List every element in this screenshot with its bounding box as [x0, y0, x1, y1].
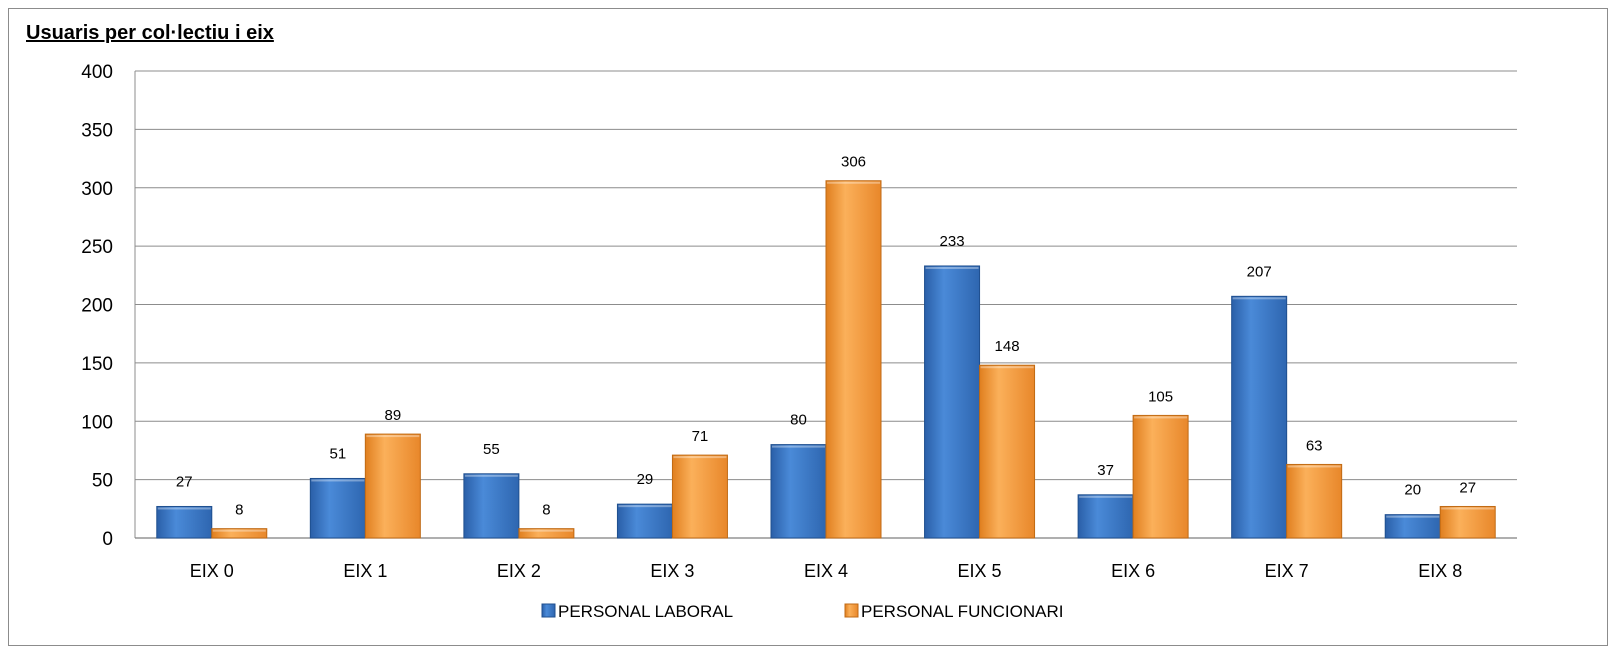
bar-funcionari — [825, 180, 882, 539]
bar-laboral — [463, 473, 520, 539]
bar-highlight — [827, 181, 880, 184]
legend-label: PERSONAL FUNCIONARI — [861, 602, 1063, 621]
bar-laboral — [156, 505, 213, 539]
data-label: 20 — [1404, 482, 1421, 499]
data-label: 51 — [329, 445, 346, 462]
bar-laboral — [309, 477, 366, 539]
data-label: 55 — [483, 441, 500, 458]
bar-highlight — [519, 529, 573, 532]
y-tick-label: 100 — [81, 412, 113, 433]
bar-laboral — [924, 265, 981, 539]
bar-highlight — [1079, 495, 1133, 498]
bar-funcionari — [979, 364, 1036, 539]
bar-funcionari — [364, 433, 421, 539]
x-tick-label: EIX 2 — [497, 561, 541, 581]
bars — [156, 180, 1496, 539]
data-label: 233 — [940, 233, 965, 250]
bar-highlight — [925, 266, 979, 269]
data-label: 63 — [1306, 437, 1323, 454]
bar-highlight — [366, 435, 420, 438]
data-label: 306 — [841, 154, 866, 171]
bar-highlight — [618, 505, 672, 508]
bar-funcionari — [1439, 505, 1496, 539]
bar-funcionari — [211, 528, 268, 539]
chart-title: Usuaris per col·lectiu i eix — [26, 22, 274, 44]
bar-highlight — [1386, 515, 1440, 518]
bar-highlight — [311, 479, 365, 482]
x-tick-label: EIX 3 — [650, 561, 694, 581]
bar-highlight — [673, 456, 727, 459]
y-tick-label: 400 — [81, 62, 113, 83]
x-tick-label: EIX 6 — [1111, 561, 1155, 581]
bar-funcionari — [1132, 414, 1189, 539]
y-tick-label: 50 — [92, 471, 113, 492]
x-tick-label: EIX 1 — [343, 561, 387, 581]
y-axis-ticks: 0 50 100 150 200 250 300 350 400 — [81, 62, 113, 550]
bar-highlight — [980, 366, 1034, 369]
y-tick-label: 200 — [81, 296, 113, 317]
legend-label: PERSONAL LABORAL — [558, 602, 733, 621]
x-tick-label: EIX 5 — [958, 561, 1002, 581]
bar-laboral — [1384, 514, 1441, 539]
y-tick-label: 250 — [81, 237, 113, 258]
y-tick-label: 350 — [81, 120, 113, 141]
x-tick-label: EIX 4 — [804, 561, 848, 581]
x-tick-label: EIX 0 — [190, 561, 234, 581]
data-label: 27 — [1459, 479, 1476, 496]
legend: PERSONAL LABORAL PERSONAL FUNCIONARI — [541, 602, 1063, 621]
data-labels: 27 8 51 89 55 8 29 71 80 306 233 148 37 105 207 63 20 27 — [176, 154, 1476, 519]
data-label: 148 — [995, 338, 1020, 355]
bar-highlight — [772, 445, 825, 448]
bar-highlight — [157, 507, 211, 510]
data-label: 80 — [790, 412, 807, 429]
bar-funcionari — [671, 454, 728, 539]
y-tick-label: 300 — [81, 179, 113, 200]
legend-swatch — [541, 603, 556, 618]
bar-highlight — [464, 474, 518, 477]
x-tick-label: EIX 8 — [1418, 561, 1462, 581]
data-label: 29 — [637, 471, 654, 488]
data-label: 71 — [692, 428, 709, 445]
legend-swatch — [844, 603, 859, 618]
chart-frame — [8, 8, 1608, 646]
data-label: 27 — [176, 473, 193, 490]
x-tick-label: EIX 7 — [1265, 561, 1309, 581]
bar-funcionari — [1286, 463, 1343, 539]
data-label: 89 — [384, 407, 401, 424]
y-tick-label: 150 — [81, 354, 113, 375]
data-label: 8 — [235, 502, 243, 519]
x-axis-ticks: EIX 0 EIX 1 EIX 2 EIX 3 EIX 4 EIX 5 EIX 6 EIX 7… — [190, 561, 1462, 581]
bar-highlight — [1287, 465, 1341, 468]
bar-highlight — [212, 529, 266, 532]
data-label: 8 — [542, 502, 550, 519]
bar-highlight — [1232, 297, 1286, 300]
bar-funcionari — [518, 528, 575, 539]
bar-laboral — [770, 444, 827, 539]
data-label: 37 — [1097, 462, 1114, 479]
bar-laboral — [616, 503, 673, 539]
data-label: 207 — [1247, 263, 1272, 280]
bar-highlight — [1134, 416, 1188, 419]
bar-laboral — [1231, 295, 1288, 539]
bar-laboral — [1077, 494, 1134, 539]
bar-highlight — [1441, 507, 1495, 510]
data-label: 105 — [1148, 388, 1173, 405]
y-tick-label: 0 — [102, 529, 113, 550]
